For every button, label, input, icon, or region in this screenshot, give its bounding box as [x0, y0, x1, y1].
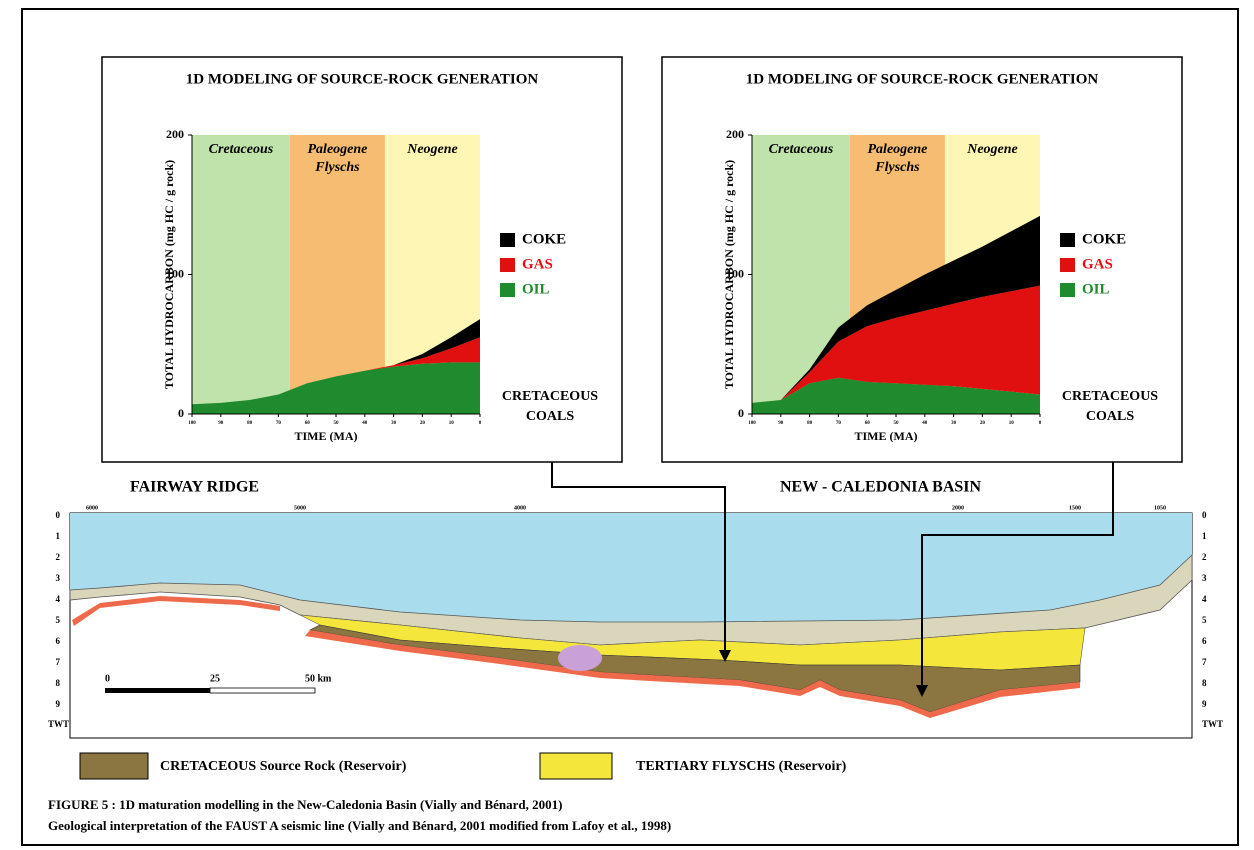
- caption: FIGURE 5 : 1D maturation modelling in th…: [48, 797, 563, 812]
- period-band: [192, 135, 290, 414]
- chart-title: 1D MODELING OF SOURCE-ROCK GENERATION: [186, 71, 539, 87]
- x-tick-label: 80: [247, 421, 253, 426]
- x-tick-label: 90: [218, 421, 224, 426]
- legend-label: COKE: [522, 231, 566, 247]
- x-tick-label: 10: [1009, 421, 1015, 426]
- legend-swatch: [500, 233, 515, 247]
- period-label: Paleogene: [308, 142, 368, 157]
- annotation: COALS: [526, 409, 574, 424]
- y-tick-label: 0: [738, 406, 744, 420]
- x-tick-label: 30: [391, 421, 397, 426]
- y-tick-label: 0: [178, 406, 184, 420]
- caption: Geological interpretation of the FAUST A…: [48, 818, 671, 833]
- period-label: Cretaceous: [209, 142, 274, 157]
- depth-label: 9: [56, 699, 61, 709]
- depth-label: 6: [1202, 636, 1207, 646]
- depth-label: 9: [1202, 699, 1207, 709]
- legend-label: COKE: [1082, 231, 1126, 247]
- depth-label: 2: [1202, 552, 1207, 562]
- depth-label: 3: [56, 573, 61, 583]
- legend-swatch: [1060, 233, 1075, 247]
- legend-label: OIL: [522, 281, 550, 297]
- depth-label: 4: [56, 594, 61, 604]
- depth-label: 0: [56, 510, 61, 520]
- scale-label: 50 km: [305, 673, 332, 684]
- period-label: Flyschs: [314, 160, 360, 175]
- intrusion: [558, 645, 602, 671]
- y-tick-label: 200: [726, 127, 744, 141]
- distance-label: 5000: [294, 505, 306, 511]
- period-label: Neogene: [966, 142, 1018, 157]
- distance-label: 1050: [1154, 505, 1166, 511]
- x-axis-title: TIME (MA): [295, 429, 358, 443]
- annotation: CRETACEOUS: [502, 389, 598, 404]
- legend-swatch: [500, 258, 515, 272]
- depth-unit: TWT: [1202, 719, 1223, 729]
- x-tick-label: 20: [980, 421, 986, 426]
- x-tick-label: 10: [449, 421, 455, 426]
- distance-label: 1500: [1069, 505, 1081, 511]
- scale-bar: [105, 688, 210, 693]
- y-axis-title: TOTAL HYDROCARBON (mg HC / g rock): [722, 160, 736, 389]
- x-tick-label: 90: [778, 421, 784, 426]
- legend-swatch: [1060, 258, 1075, 272]
- x-tick-label: 60: [865, 421, 871, 426]
- cross-section: FAIRWAY RIDGE NEW - CALEDONIA BASIN 6000…: [48, 479, 1223, 738]
- x-tick-label: 100: [748, 421, 756, 426]
- depth-label: 8: [56, 678, 61, 688]
- section-title: NEW - CALEDONIA BASIN: [780, 479, 982, 496]
- annotation: COALS: [1086, 409, 1134, 424]
- depth-label: 7: [56, 657, 61, 667]
- depth-label: 4: [1202, 594, 1207, 604]
- depth-label: 5: [1202, 615, 1207, 625]
- x-tick-label: 30: [951, 421, 957, 426]
- legend-swatch: [540, 753, 612, 779]
- legend-swatch: [80, 753, 148, 779]
- x-tick-label: 50: [334, 421, 340, 426]
- x-tick-label: 40: [922, 421, 928, 426]
- legend-label: GAS: [1082, 256, 1113, 272]
- legend-label: OIL: [1082, 281, 1110, 297]
- period-label: Cretaceous: [769, 142, 834, 157]
- period-label: Neogene: [406, 142, 458, 157]
- y-tick-label: 200: [166, 127, 184, 141]
- distance-label: 2000: [952, 505, 964, 511]
- x-tick-label: 40: [362, 421, 368, 426]
- x-tick-label: 50: [894, 421, 900, 426]
- x-tick-label: 60: [305, 421, 311, 426]
- legend-label: GAS: [522, 256, 553, 272]
- depth-label: 7: [1202, 657, 1207, 667]
- x-tick-label: 100: [188, 421, 196, 426]
- depth-label: 8: [1202, 678, 1207, 688]
- depth-label: 3: [1202, 573, 1207, 583]
- depth-label: 1: [56, 531, 61, 541]
- period-label: Flyschs: [874, 160, 920, 175]
- section-title: FAIRWAY RIDGE: [130, 479, 259, 496]
- depth-label: 1: [1202, 531, 1207, 541]
- distance-label: 6000: [86, 505, 98, 511]
- x-axis-title: TIME (MA): [855, 429, 918, 443]
- distance-label: 4000: [514, 505, 526, 511]
- legend-label: TERTIARY FLYSCHS (Reservoir): [636, 759, 847, 774]
- depth-label: 2: [56, 552, 61, 562]
- depth-label: 5: [56, 615, 61, 625]
- figure: FAIRWAY RIDGE NEW - CALEDONIA BASIN 6000…: [0, 0, 1254, 850]
- x-tick-label: 80: [807, 421, 813, 426]
- depth-label: 0: [1202, 510, 1207, 520]
- chart-title: 1D MODELING OF SOURCE-ROCK GENERATION: [746, 71, 1099, 87]
- x-tick-label: 70: [276, 421, 282, 426]
- legend-label: CRETACEOUS Source Rock (Reservoir): [160, 759, 407, 774]
- y-axis-title: TOTAL HYDROCARBON (mg HC / g rock): [162, 160, 176, 389]
- depth-unit: TWT: [48, 719, 69, 729]
- scale-bar: [210, 688, 315, 693]
- depth-label: 6: [56, 636, 61, 646]
- annotation: CRETACEOUS: [1062, 389, 1158, 404]
- legend-swatch: [500, 283, 515, 297]
- x-tick-label: 20: [420, 421, 426, 426]
- period-label: Paleogene: [868, 142, 928, 157]
- scale-label: 25: [210, 673, 220, 684]
- legend-swatch: [1060, 283, 1075, 297]
- scale-label: 0: [105, 673, 110, 684]
- x-tick-label: 70: [836, 421, 842, 426]
